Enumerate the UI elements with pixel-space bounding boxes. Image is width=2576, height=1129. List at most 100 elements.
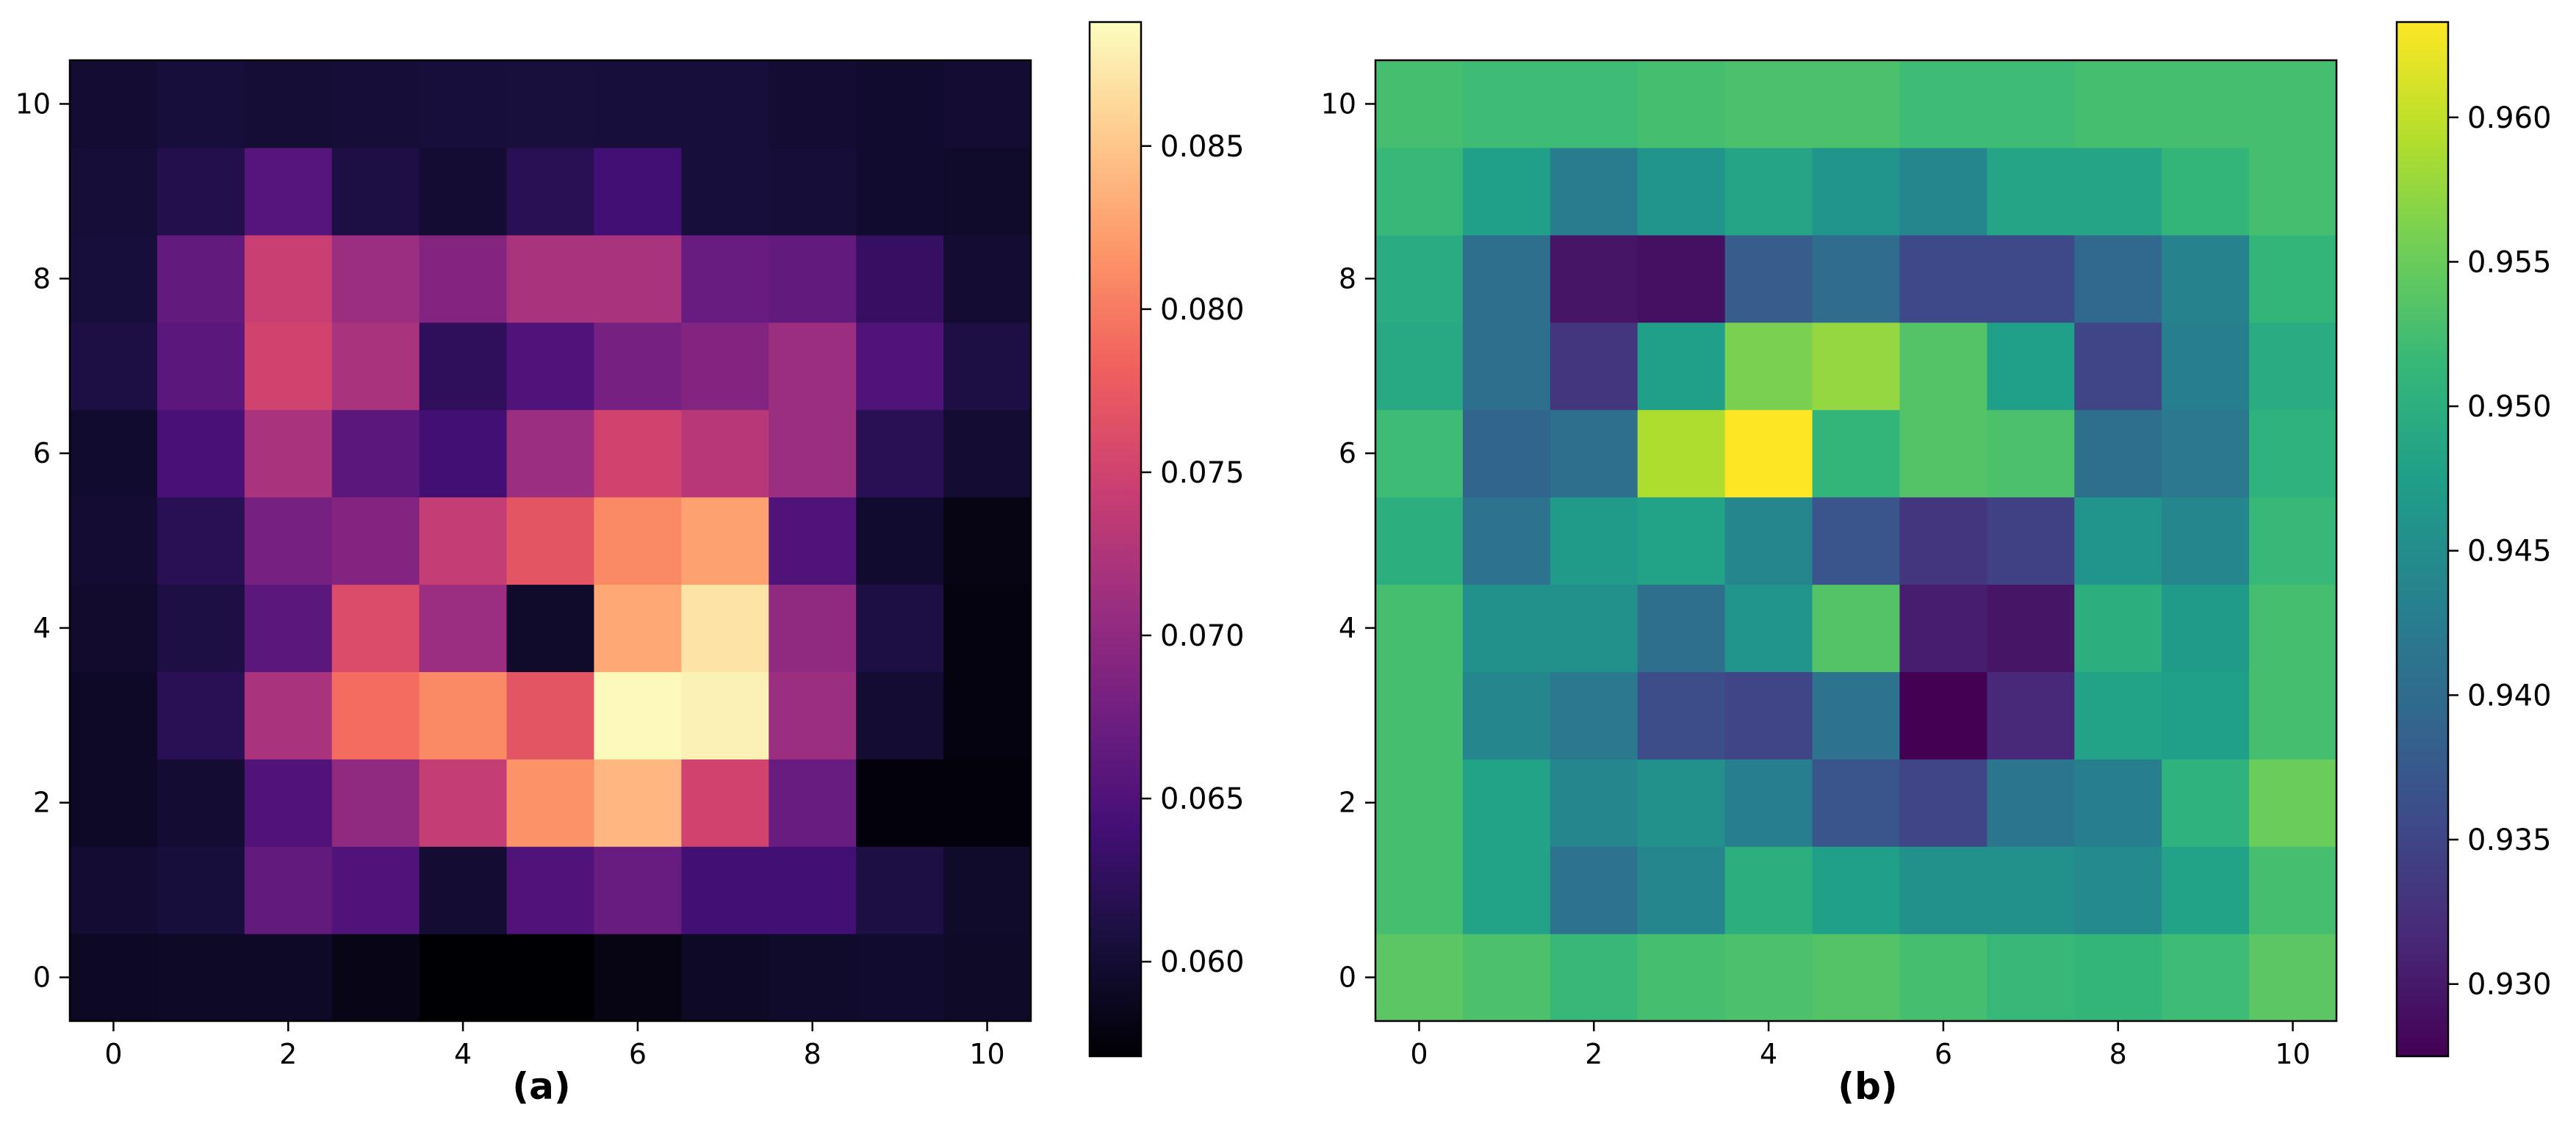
heatmap-cell	[681, 584, 769, 672]
heatmap-cell	[1375, 409, 1464, 498]
heatmap-cell	[70, 584, 158, 672]
x-tick-label: 2	[279, 1038, 297, 1070]
heatmap-cell	[1812, 497, 1901, 585]
colorbar-tick-label: 0.060	[1160, 945, 1245, 979]
heatmap-cell	[769, 497, 857, 585]
heatmap-cell	[1550, 934, 1638, 1022]
heatmap-cell	[1550, 584, 1638, 672]
heatmap-cell	[156, 60, 245, 148]
heatmap-cell	[1462, 234, 1551, 323]
heatmap-cell	[594, 846, 682, 934]
heatmap-cell	[856, 759, 944, 847]
heatmap-cell	[1724, 497, 1813, 585]
heatmap-cell	[331, 60, 420, 148]
colorbar-tick-label: 0.935	[2467, 823, 2552, 857]
heatmap-cell	[1899, 759, 1987, 847]
heatmap-cell	[244, 671, 333, 760]
colorbar-tick-label: 0.070	[1160, 619, 1245, 653]
heatmap-cell	[594, 759, 682, 847]
heatmap-cell	[419, 671, 508, 760]
heatmap-cell	[769, 846, 857, 934]
heatmap-cell	[506, 584, 595, 672]
x-tick-label: 0	[1410, 1038, 1428, 1070]
plot-frame	[68, 59, 1032, 1022]
heatmap-cell	[1899, 60, 1987, 148]
heatmap-cell	[2162, 934, 2250, 1022]
heatmap-cell	[506, 234, 595, 323]
heatmap-cell	[1375, 497, 1464, 585]
heatmap-cell	[156, 409, 245, 498]
heatmap-cell	[594, 409, 682, 498]
heatmap-cell	[1462, 934, 1551, 1022]
heatmap-cell	[2162, 584, 2250, 672]
heatmap-cell	[2249, 60, 2337, 148]
heatmap-cell	[70, 759, 158, 847]
heatmap-cell	[2074, 234, 2162, 323]
colorbar	[2395, 21, 2450, 1058]
heatmap-cell	[943, 409, 1032, 498]
heatmap-cell	[1462, 409, 1551, 498]
heatmap-cell	[856, 409, 944, 498]
heatmap-cell	[681, 147, 769, 236]
heatmap-cell	[943, 234, 1032, 323]
heatmap-cell	[769, 234, 857, 323]
heatmap-cell	[681, 846, 769, 934]
heatmap-cell	[1375, 234, 1464, 323]
heatmap-cell	[331, 846, 420, 934]
heatmap-cell	[1812, 584, 1901, 672]
heatmap-cell	[943, 584, 1032, 672]
heatmap-cell	[331, 934, 420, 1022]
heatmap-cell	[156, 322, 245, 411]
heatmap-cell	[1812, 934, 1901, 1022]
heatmap-cell	[1375, 934, 1464, 1022]
heatmap-cell	[1899, 671, 1987, 760]
heatmap-cell	[856, 147, 944, 236]
heatmap-cell	[2074, 671, 2162, 760]
y-tick-label: 6	[1339, 437, 1356, 469]
x-tick-label: 10	[2275, 1038, 2310, 1070]
heatmap-cell	[2074, 759, 2162, 847]
heatmap-cell	[769, 322, 857, 411]
heatmap-cell	[943, 497, 1032, 585]
heatmap-cell	[1899, 234, 1987, 323]
heatmap-cell	[943, 846, 1032, 934]
heatmap-cell	[1812, 147, 1901, 236]
plot-frame	[1374, 59, 2338, 1022]
heatmap-cell	[1812, 322, 1901, 411]
heatmap-cell	[70, 846, 158, 934]
heatmap-cell	[681, 234, 769, 323]
heatmap-cell	[244, 147, 333, 236]
heatmap-cell	[2074, 409, 2162, 498]
heatmap-cell	[156, 671, 245, 760]
heatmap-cell	[70, 409, 158, 498]
heatmap-cell	[1462, 147, 1551, 236]
heatmap-cell	[1987, 671, 2075, 760]
heatmap-cell	[681, 671, 769, 760]
heatmap-cell	[681, 759, 769, 847]
heatmap-cell	[1987, 322, 2075, 411]
heatmap-cell	[331, 234, 420, 323]
colorbar-tick-label: 0.955	[2467, 245, 2552, 279]
heatmap-cell	[594, 147, 682, 236]
heatmap-cell	[943, 147, 1032, 236]
heatmap-cell	[594, 584, 682, 672]
heatmap-cell	[1899, 934, 1987, 1022]
y-tick-label: 10	[1321, 87, 1356, 120]
heatmap-cell	[1462, 759, 1551, 847]
heatmap-cell	[1812, 759, 1901, 847]
heatmap-cell	[331, 759, 420, 847]
heatmap-cell	[1987, 60, 2075, 148]
heatmap-cell	[2162, 60, 2250, 148]
heatmap-cell	[769, 60, 857, 148]
heatmap-cell	[506, 60, 595, 148]
heatmap-cell	[1987, 234, 2075, 323]
heatmap-cell	[506, 759, 595, 847]
heatmap-cell	[419, 759, 508, 847]
heatmap-cell	[769, 584, 857, 672]
heatmap-cell	[681, 497, 769, 585]
heatmap-cell	[1375, 322, 1464, 411]
heatmap-cell	[331, 147, 420, 236]
panel-label: (b)	[1838, 1065, 1898, 1108]
heatmap-cell	[1375, 147, 1464, 236]
